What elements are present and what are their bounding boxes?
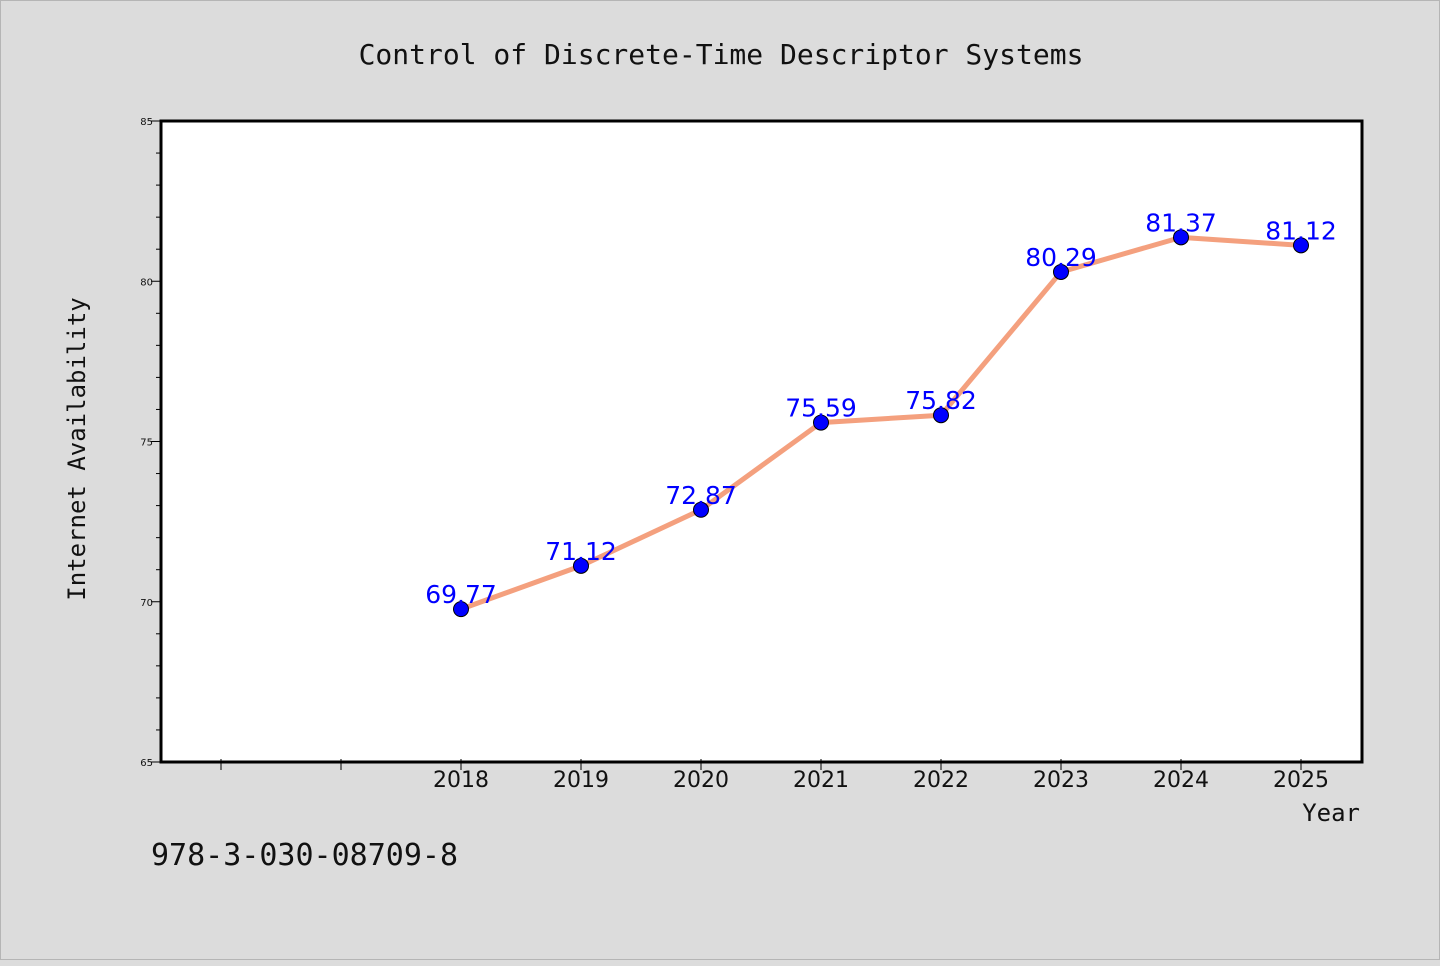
data-label: 75.59 [785,394,857,423]
y-tick-label: 65 [140,758,153,769]
data-label: 80.29 [1025,243,1097,272]
y-axis-label: Internet Availability [63,297,91,600]
x-tick-label: 2024 [1153,768,1209,793]
data-point [573,557,589,574]
y-tick-label: 85 [140,117,153,128]
x-tick-label: 2018 [433,768,489,793]
data-point [693,501,709,518]
x-tick-label: 2022 [913,768,969,793]
x-tick-label: 2019 [553,768,609,793]
data-label: 81.12 [1265,216,1337,245]
series-line-layer [458,234,1304,612]
data-point [1053,263,1069,280]
data-label-layer: 69.77 71.12 72.87 75.59 75.82 80.29 81.37 81.12 [425,208,1337,609]
y-tick-label: 80 [140,277,153,288]
y-tick-label: 70 [140,598,153,609]
x-tick-label: 2021 [793,768,849,793]
data-label: 71.12 [545,537,617,566]
data-point [813,414,829,431]
y-tick-label: 75 [140,438,153,449]
data-label: 69.77 [425,580,497,609]
data-label: 75.82 [905,386,977,415]
chart-title: Control of Discrete-Time Descriptor Syst… [359,38,1084,71]
x-tick-label: 2025 [1273,768,1329,793]
data-point [1173,229,1189,246]
data-label: 72.87 [665,481,737,510]
data-point [1293,237,1309,254]
series-line [458,234,1304,612]
x-tick-label: 2020 [673,768,729,793]
data-point [933,407,949,424]
x-tick-label: 2023 [1033,768,1089,793]
data-point [453,601,469,618]
ticks-layer: 65 70 75 80 85 2018 2019 2020 2021 2022 2023 2024 20… [140,117,1329,793]
plot-area [159,119,1364,764]
x-axis-label: Year [1302,799,1360,827]
marker-layer [453,229,1309,618]
data-label: 81.37 [1145,208,1217,237]
isbn-text: 978-3-030-08709-8 [151,838,458,873]
